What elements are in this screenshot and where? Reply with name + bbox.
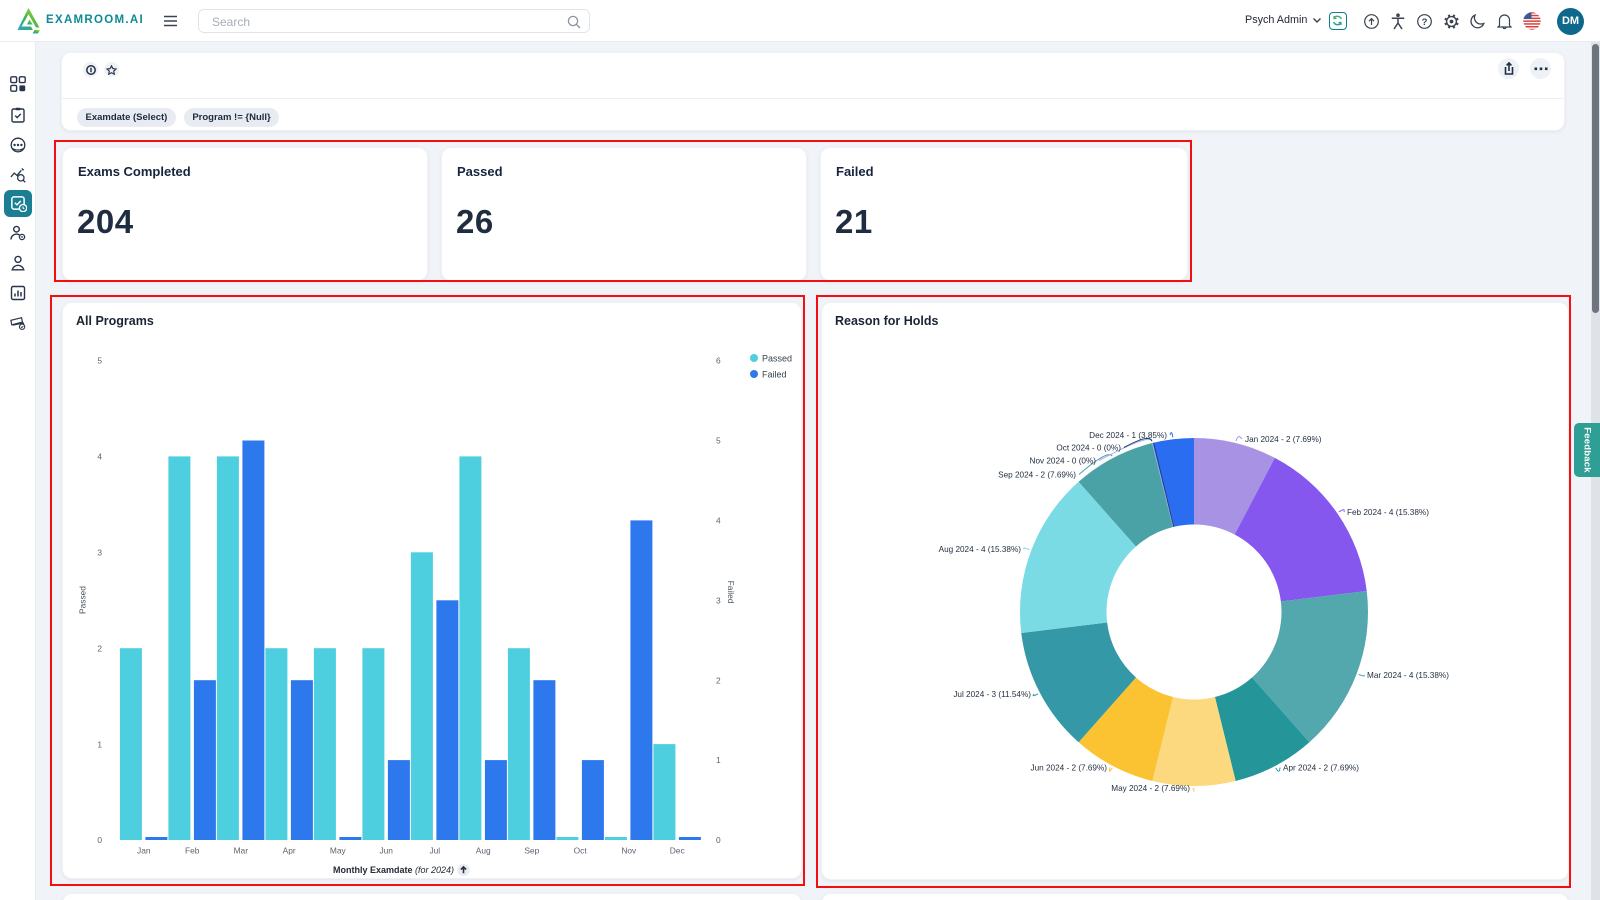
svg-text:Apr: Apr	[283, 846, 296, 856]
svg-text:2: 2	[716, 675, 721, 685]
svg-text:Nov 2024 - 0 (0%): Nov 2024 - 0 (0%)	[1030, 457, 1097, 466]
svg-text:3: 3	[97, 548, 102, 558]
svg-text:Dec: Dec	[670, 846, 685, 856]
svg-text:Sep: Sep	[524, 846, 539, 856]
svg-text:2: 2	[97, 643, 102, 653]
svg-text:Failed: Failed	[726, 581, 736, 604]
svg-text:3: 3	[716, 595, 721, 605]
svg-text:4: 4	[97, 452, 102, 462]
svg-text:6: 6	[716, 356, 721, 366]
svg-text:Jul: Jul	[429, 846, 440, 856]
svg-text:Oct 2024 - 0 (0%): Oct 2024 - 0 (0%)	[1056, 444, 1121, 453]
svg-text:Jan 2024 - 2 (7.69%): Jan 2024 - 2 (7.69%)	[1245, 435, 1322, 444]
svg-text:Apr 2024 - 2 (7.69%): Apr 2024 - 2 (7.69%)	[1283, 764, 1359, 773]
svg-text:Aug 2024 - 4 (15.38%): Aug 2024 - 4 (15.38%)	[939, 545, 1022, 554]
svg-text:0: 0	[97, 835, 102, 845]
svg-text:Mar 2024 - 4 (15.38%): Mar 2024 - 4 (15.38%)	[1367, 671, 1449, 680]
svg-text:Nov: Nov	[621, 846, 637, 856]
svg-text:Feb 2024 - 4 (15.38%): Feb 2024 - 4 (15.38%)	[1347, 508, 1429, 517]
svg-text:Jul 2024 - 3 (11.54%): Jul 2024 - 3 (11.54%)	[953, 690, 1031, 699]
svg-text:?: ?	[1422, 17, 1428, 28]
svg-text:Oct: Oct	[574, 846, 588, 856]
svg-text:Aug: Aug	[476, 846, 491, 856]
svg-text:May: May	[330, 846, 347, 856]
svg-text:Monthly Examdate (for 2024): Monthly Examdate (for 2024)	[333, 865, 454, 875]
svg-text:Sep 2024 - 2 (7.69%): Sep 2024 - 2 (7.69%)	[998, 471, 1076, 480]
svg-text:Jun 2024 - 2 (7.69%): Jun 2024 - 2 (7.69%)	[1031, 764, 1108, 773]
svg-text:May 2024 - 2 (7.69%): May 2024 - 2 (7.69%)	[1111, 784, 1190, 793]
svg-text:4: 4	[716, 516, 721, 526]
svg-text:Feb: Feb	[185, 846, 200, 856]
svg-text:Dec 2024 - 1 (3.85%): Dec 2024 - 1 (3.85%)	[1089, 431, 1167, 440]
svg-text:1: 1	[97, 739, 102, 749]
svg-text:Jun: Jun	[379, 846, 393, 856]
svg-text:Passed: Passed	[78, 586, 88, 614]
svg-text:Mar: Mar	[234, 846, 249, 856]
svg-text:Jan: Jan	[137, 846, 151, 856]
svg-text:1: 1	[716, 755, 721, 765]
svg-text:Failed: Failed	[762, 370, 787, 380]
svg-text:0: 0	[716, 835, 721, 845]
svg-text:Passed: Passed	[762, 354, 792, 364]
svg-text:5: 5	[716, 436, 721, 446]
svg-text:5: 5	[97, 356, 102, 366]
